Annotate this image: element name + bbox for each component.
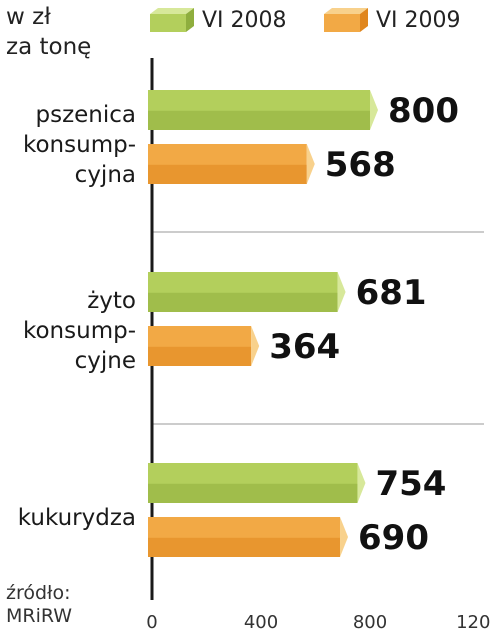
source-note: źródło: MRiRW: [6, 582, 73, 627]
legend-label-2009: VI 2009: [376, 7, 461, 33]
legend-item-2009: VI 2009: [320, 6, 461, 34]
legend-item-2008: VI 2008: [146, 6, 287, 34]
bar-2-vi-2008-shade: [148, 292, 338, 312]
bar-3-vi-2009-shade: [148, 537, 341, 557]
x-tick-label-1200: 1200: [456, 612, 490, 633]
value-label-1-1: 800: [388, 91, 459, 131]
bar-1-vi-2008-shade: [148, 110, 370, 130]
category-label-pszenica: pszenica konsump- cyjna: [22, 102, 136, 188]
value-label-1-2: 568: [325, 145, 396, 185]
value-label-2-1: 681: [356, 273, 427, 313]
legend-label-2008: VI 2008: [202, 7, 287, 33]
bar-2-vi-2009-end: [251, 326, 260, 366]
bar-1-vi-2008-end: [370, 90, 378, 130]
x-tick-label-400: 400: [244, 612, 278, 633]
bar-3-vi-2008-end: [357, 463, 366, 503]
x-tick-label-800: 800: [353, 612, 387, 633]
bar-1-vi-2009-end: [306, 144, 315, 184]
bar-2-vi-2008-end: [337, 272, 346, 312]
bar-1-vi-2009-shade: [148, 164, 307, 184]
bar-3-vi-2009-end: [340, 517, 349, 557]
category-label-kukurydza: kukurydza: [17, 505, 136, 531]
legend-swatch-2008: [150, 8, 194, 32]
unit-label: w zł za tonę: [6, 4, 92, 60]
category-label-zyto: żyto konsump- cyjne: [22, 288, 136, 374]
value-label-3-2: 690: [358, 518, 429, 558]
bar-2-vi-2009-shade: [148, 346, 252, 366]
legend-swatch-2009: [324, 8, 368, 32]
value-label-2-2: 364: [269, 327, 340, 367]
bar-3-vi-2008-shade: [148, 483, 358, 503]
value-label-3-1: 754: [375, 464, 446, 504]
x-tick-label-0: 0: [146, 612, 157, 633]
